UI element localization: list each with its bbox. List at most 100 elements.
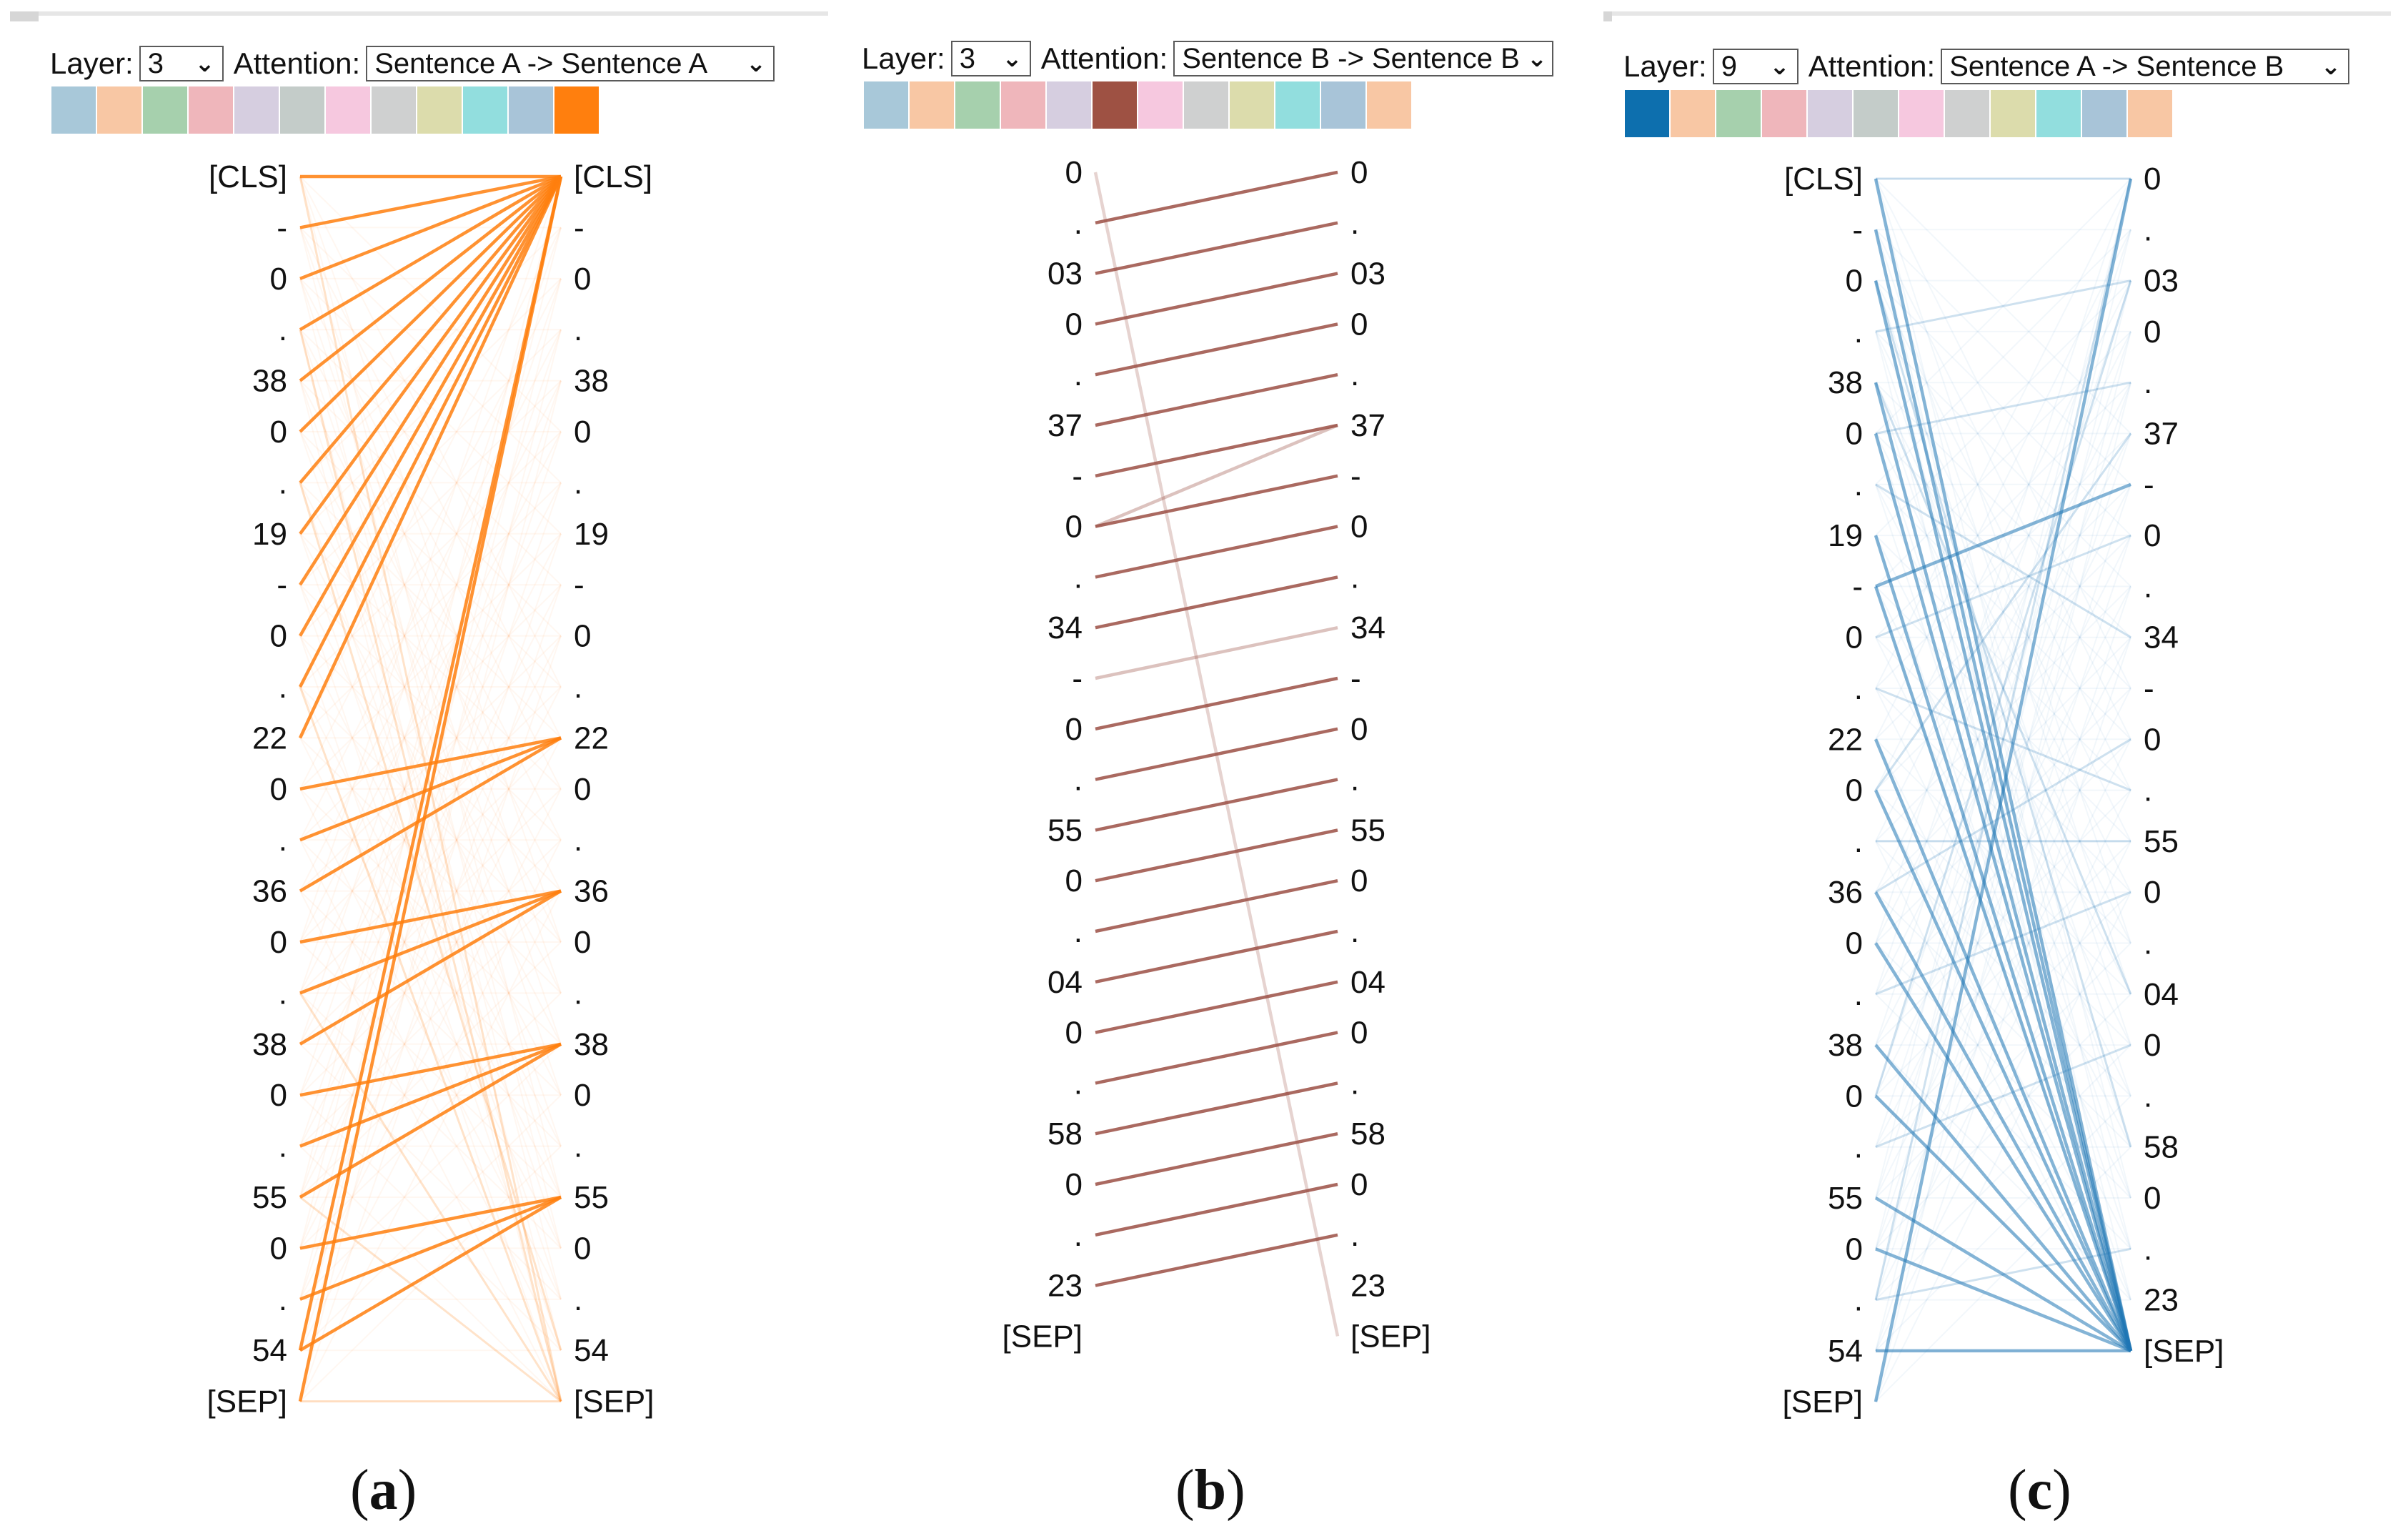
head-swatch-11[interactable] bbox=[2082, 90, 2126, 137]
left-token[interactable]: 38 bbox=[252, 1027, 287, 1062]
left-token[interactable]: . bbox=[1854, 671, 1863, 706]
right-token[interactable]: 0 bbox=[574, 1078, 591, 1113]
head-swatch-10[interactable] bbox=[1275, 81, 1320, 129]
right-token[interactable]: - bbox=[1350, 459, 1361, 494]
right-token[interactable]: 0 bbox=[574, 1231, 591, 1266]
head-swatch-9[interactable] bbox=[1991, 90, 2035, 137]
left-token[interactable]: [SEP] bbox=[1783, 1384, 1864, 1420]
left-token[interactable]: 22 bbox=[1828, 722, 1863, 757]
right-token[interactable]: [SEP] bbox=[2144, 1334, 2224, 1369]
left-token[interactable]: . bbox=[279, 465, 287, 500]
layer-select[interactable]: 3 ⌄ bbox=[139, 46, 224, 81]
left-token[interactable]: 0 bbox=[1065, 155, 1083, 190]
left-token[interactable]: 22 bbox=[252, 720, 287, 755]
head-swatch-7[interactable] bbox=[326, 86, 370, 134]
right-token[interactable]: 0 bbox=[1350, 155, 1368, 190]
left-token[interactable]: 0 bbox=[1846, 417, 1863, 452]
right-token[interactable]: 0 bbox=[574, 925, 591, 960]
right-token[interactable]: [SEP] bbox=[1350, 1319, 1431, 1354]
right-token[interactable]: 0 bbox=[2144, 875, 2161, 910]
head-swatch-2[interactable] bbox=[1671, 90, 1715, 137]
right-token[interactable]: . bbox=[2144, 212, 2152, 247]
right-token[interactable]: 0 bbox=[2144, 314, 2161, 350]
left-token[interactable]: . bbox=[1854, 1130, 1863, 1165]
right-token[interactable]: . bbox=[1350, 357, 1359, 392]
head-swatch-3[interactable] bbox=[143, 86, 187, 134]
right-token[interactable]: 0 bbox=[1350, 510, 1368, 545]
right-token[interactable]: 23 bbox=[1350, 1269, 1385, 1304]
right-token[interactable]: 0 bbox=[2144, 1181, 2161, 1216]
right-token[interactable]: 55 bbox=[1350, 813, 1385, 848]
left-token[interactable]: . bbox=[279, 1282, 287, 1317]
right-token[interactable]: - bbox=[574, 568, 584, 603]
right-token[interactable]: 38 bbox=[574, 364, 609, 399]
right-token[interactable]: 03 bbox=[2144, 264, 2179, 299]
left-token[interactable]: 0 bbox=[1065, 712, 1083, 747]
head-swatch-8[interactable] bbox=[1945, 90, 1989, 137]
head-swatch-8[interactable] bbox=[1184, 81, 1228, 129]
right-token[interactable]: 37 bbox=[1350, 408, 1385, 443]
left-token[interactable]: 36 bbox=[1828, 875, 1863, 910]
head-swatch-5[interactable] bbox=[234, 86, 279, 134]
right-token[interactable]: 0 bbox=[1350, 1016, 1368, 1051]
head-swatch-2[interactable] bbox=[97, 86, 141, 134]
left-token[interactable]: . bbox=[1074, 357, 1083, 392]
right-token[interactable]: 19 bbox=[574, 517, 609, 552]
head-swatch-6[interactable] bbox=[1093, 81, 1137, 129]
right-token[interactable]: . bbox=[574, 1282, 582, 1317]
left-token[interactable]: [SEP] bbox=[1002, 1319, 1083, 1354]
left-token[interactable]: . bbox=[1074, 206, 1083, 241]
right-token[interactable]: 23 bbox=[2144, 1283, 2179, 1318]
right-token[interactable]: 22 bbox=[574, 720, 609, 755]
right-token[interactable]: 55 bbox=[574, 1180, 609, 1215]
head-swatch-1[interactable] bbox=[1625, 90, 1669, 137]
right-token[interactable]: . bbox=[2144, 1079, 2152, 1114]
right-token[interactable]: . bbox=[574, 1129, 582, 1164]
right-token[interactable]: 0 bbox=[1350, 712, 1368, 747]
attention-select[interactable]: Sentence A -> Sentence A ⌄ bbox=[366, 46, 775, 81]
left-token[interactable]: . bbox=[1074, 560, 1083, 595]
left-token[interactable]: - bbox=[1072, 459, 1083, 494]
head-swatch-9[interactable] bbox=[417, 86, 462, 134]
left-token[interactable]: 54 bbox=[252, 1333, 287, 1368]
left-token[interactable]: [CLS] bbox=[1784, 162, 1863, 197]
left-token[interactable]: 37 bbox=[1048, 408, 1083, 443]
right-token[interactable]: 55 bbox=[2144, 824, 2179, 859]
head-swatch-4[interactable] bbox=[189, 86, 233, 134]
left-token[interactable]: . bbox=[279, 823, 287, 858]
left-token[interactable]: 0 bbox=[1846, 620, 1863, 655]
left-token[interactable]: 0 bbox=[1846, 926, 1863, 961]
left-token[interactable]: 0 bbox=[1846, 1079, 1863, 1114]
left-token[interactable]: 54 bbox=[1828, 1334, 1863, 1369]
head-swatch-2[interactable] bbox=[910, 81, 954, 129]
head-swatch-12[interactable] bbox=[1367, 81, 1411, 129]
left-token[interactable]: 0 bbox=[270, 262, 287, 297]
left-token[interactable]: . bbox=[1074, 914, 1083, 949]
head-swatch-11[interactable] bbox=[509, 86, 553, 134]
right-token[interactable]: [SEP] bbox=[574, 1384, 655, 1420]
left-token[interactable]: 38 bbox=[1828, 365, 1863, 400]
head-swatch-9[interactable] bbox=[1230, 81, 1274, 129]
right-token[interactable]: . bbox=[574, 823, 582, 858]
head-swatch-6[interactable] bbox=[1854, 90, 1898, 137]
right-token[interactable]: 0 bbox=[1350, 863, 1368, 898]
left-token[interactable]: . bbox=[1074, 1218, 1083, 1253]
right-token[interactable]: 34 bbox=[1350, 610, 1385, 645]
layer-select[interactable]: 9 ⌄ bbox=[1712, 49, 1798, 84]
right-token[interactable]: . bbox=[2144, 1232, 2152, 1267]
head-swatch-7[interactable] bbox=[1138, 81, 1183, 129]
left-token[interactable]: 0 bbox=[1065, 863, 1083, 898]
head-swatch-5[interactable] bbox=[1047, 81, 1091, 129]
left-token[interactable]: . bbox=[1854, 467, 1863, 502]
left-token[interactable]: 0 bbox=[270, 1231, 287, 1266]
right-token[interactable]: . bbox=[1350, 1218, 1359, 1253]
right-token[interactable]: . bbox=[574, 670, 582, 705]
right-token[interactable]: . bbox=[574, 312, 582, 347]
head-swatch-3[interactable] bbox=[1716, 90, 1761, 137]
left-token[interactable]: 0 bbox=[270, 415, 287, 450]
right-token[interactable]: 03 bbox=[1350, 257, 1385, 292]
right-token[interactable]: 58 bbox=[1350, 1116, 1385, 1151]
right-token[interactable]: 34 bbox=[2144, 620, 2179, 655]
right-token[interactable]: 0 bbox=[2144, 162, 2161, 197]
head-swatch-7[interactable] bbox=[1899, 90, 1944, 137]
